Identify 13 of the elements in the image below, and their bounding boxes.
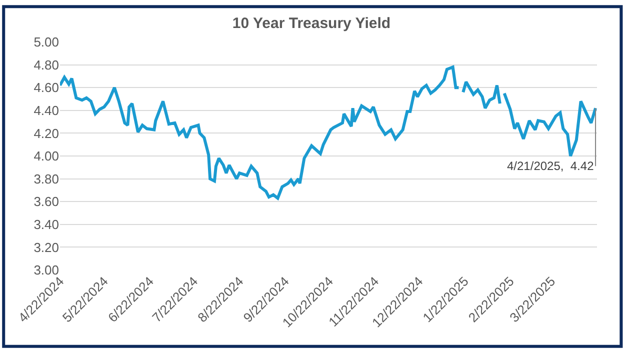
annotation: 4/21/2025, 4.42: [507, 159, 594, 173]
y-tick-label: 4.80: [34, 57, 59, 72]
y-tick-label: 3.00: [34, 262, 59, 278]
y-tick-label: 4.60: [34, 80, 59, 96]
y-tick-label: 3.60: [34, 194, 59, 210]
y-tick-label: 3.40: [34, 216, 59, 232]
y-tick-label: 5.00: [34, 34, 59, 50]
y-tick-label: 3.20: [34, 240, 59, 255]
chart-title: 10 Year Treasury Yield: [232, 15, 391, 32]
y-tick-label: 4.00: [34, 148, 59, 164]
y-tick-label: 4.40: [34, 102, 59, 118]
y-tick-label: 3.80: [34, 171, 59, 186]
y-tick-label: 4.20: [34, 126, 59, 141]
